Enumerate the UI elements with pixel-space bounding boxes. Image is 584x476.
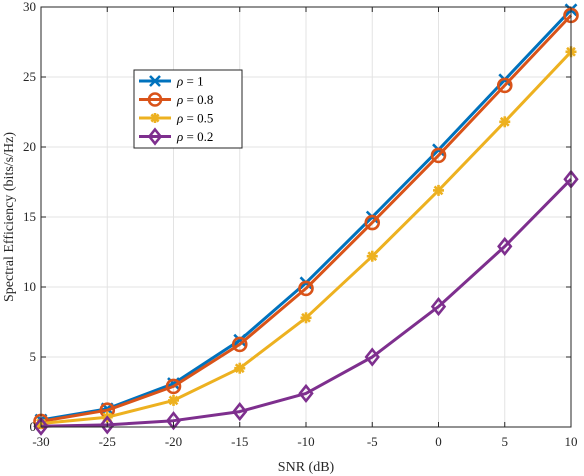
y-tick-label: 30 — [23, 0, 36, 14]
asterisk-marker — [168, 394, 179, 406]
asterisk-marker — [234, 362, 246, 374]
x-axis-label: SNR (dB) — [278, 460, 335, 475]
y-tick-label: 0 — [30, 419, 37, 434]
legend-entry: ρ = 0.8 — [139, 92, 213, 107]
y-tick-label: 25 — [23, 69, 36, 84]
y-tick-label: 20 — [23, 139, 36, 154]
o-marker — [165, 378, 182, 395]
x-tick-label: -5 — [367, 434, 378, 449]
asterisk-marker — [300, 312, 312, 324]
o-marker — [231, 336, 248, 353]
asterisk-marker — [150, 113, 160, 123]
o-marker — [496, 77, 513, 94]
legend-value: = 1 — [183, 74, 203, 89]
series-3 — [33, 169, 579, 436]
legend-value: = 0.2 — [183, 129, 213, 144]
diamond-marker — [147, 127, 163, 146]
legend-symbol: ρ — [176, 92, 183, 107]
legend-value: = 0.8 — [183, 92, 213, 107]
x-marker — [149, 75, 161, 87]
y-axis-label: Spectral Efficiency (bits/s/Hz) — [2, 132, 17, 302]
legend-label: ρ = 0.5 — [176, 111, 213, 126]
asterisk-marker — [499, 116, 511, 128]
x-marker — [233, 333, 247, 347]
diamond-marker — [165, 411, 182, 431]
y-tick-label: 10 — [23, 279, 36, 294]
asterisk-marker — [433, 184, 444, 196]
axis-ticks: -30 -25 -20 -15 -10 -5 0 5 10 0 5 10 15 20 25 30 — [23, 0, 578, 449]
x-tick-label: 0 — [435, 434, 442, 449]
legend-label: ρ = 1 — [176, 74, 204, 89]
diamond-marker — [298, 383, 314, 403]
legend-symbol: ρ — [176, 74, 183, 89]
y-tick-label: 5 — [30, 349, 37, 364]
legend-label: ρ = 0.2 — [176, 129, 213, 144]
legend-label: ρ = 0.8 — [176, 92, 213, 107]
x-tick-label: -30 — [32, 434, 49, 449]
series-group — [33, 3, 579, 436]
x-tick-label: -25 — [99, 434, 116, 449]
o-marker — [147, 92, 163, 107]
x-tick-label: 10 — [565, 434, 578, 449]
x-tick-label: -20 — [165, 434, 182, 449]
o-marker — [298, 280, 314, 297]
diamond-marker — [497, 236, 513, 256]
x-tick-label: 5 — [502, 434, 509, 449]
legend-entry: ρ = 1 — [139, 74, 204, 89]
legend-symbol: ρ — [176, 111, 183, 126]
diamond-marker — [232, 402, 248, 422]
diamond-marker — [99, 415, 115, 435]
diamond-marker — [430, 297, 447, 317]
legend: ρ = 1ρ = 0.8ρ = 0.5ρ = 0.2 — [133, 69, 243, 149]
diamond-marker — [364, 347, 380, 367]
legend-entry: ρ = 0.2 — [139, 127, 213, 146]
legend-entry: ρ = 0.5 — [139, 111, 213, 126]
asterisk-marker — [366, 250, 378, 262]
diamond-marker — [33, 416, 49, 436]
legend-symbol: ρ — [176, 129, 183, 144]
x-tick-label: -10 — [297, 434, 314, 449]
o-marker — [364, 214, 381, 231]
o-marker — [430, 147, 447, 164]
x-tick-label: -15 — [231, 434, 248, 449]
series-line — [40, 14, 573, 423]
legend-value: = 0.5 — [183, 111, 213, 126]
series-line — [40, 178, 573, 428]
y-tick-label: 15 — [23, 209, 36, 224]
